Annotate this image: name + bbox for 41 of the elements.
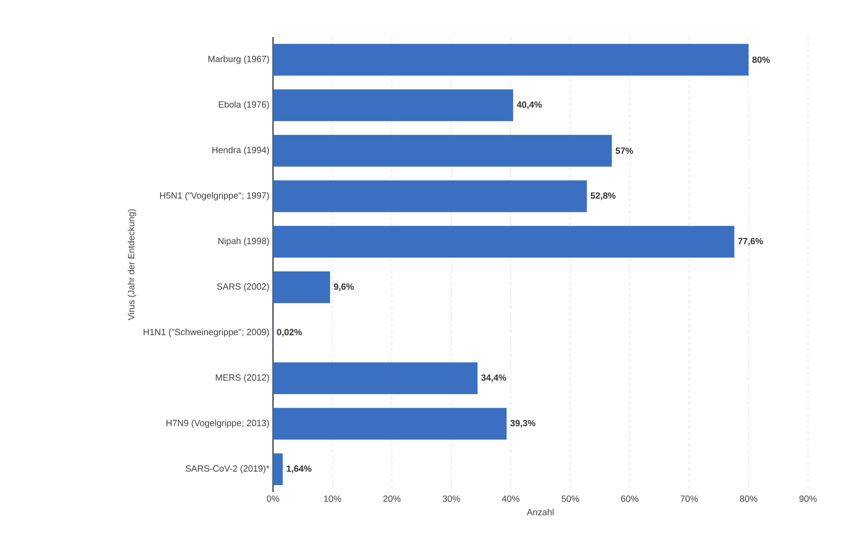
data-label: 34,4% [481, 374, 506, 382]
x-axis-title: Anzahl [526, 508, 554, 516]
data-label: 77,6% [738, 238, 763, 246]
x-tick-label: 90% [799, 496, 817, 502]
x-tick-label: 30% [442, 496, 460, 502]
y-tick-label: MERS (2012) [216, 374, 269, 382]
data-label: 80% [752, 56, 770, 63]
bar [273, 271, 330, 304]
bar [273, 134, 612, 167]
x-tick-label: 0% [266, 496, 280, 502]
bar [273, 362, 478, 394]
y-tick-label: Hendra (1994) [212, 146, 269, 155]
y-tick-label: Ebola (1976) [218, 101, 269, 110]
y-tick-label: SARS-CoV-2 (2019)* [186, 465, 270, 474]
y-tick-label: H1N1 ("Schweinegrippe"; 2009) [144, 328, 269, 337]
y-axis-title: Virus (Jahr der Entdeckung) [128, 209, 136, 320]
data-label: 57% [616, 148, 634, 154]
data-label: 9,6% [334, 283, 354, 292]
y-tick-label: SARS (2002) [217, 283, 269, 292]
y-tick-label: H7N9 (Vogelgrippe; 2013) [166, 420, 269, 428]
y-tick-label: Marburg (1967) [208, 56, 269, 64]
bar [273, 89, 514, 122]
x-tick-label: 80% [740, 496, 758, 502]
x-tick-label: 40% [502, 496, 520, 502]
bar [273, 226, 734, 258]
y-tick-label: H5N1 ("Vogelgrippe"; 1997) [160, 192, 269, 200]
y-tick-label: Nipah (1998) [218, 238, 269, 246]
x-tick-label: 10% [324, 496, 342, 502]
data-label: 40,4% [516, 101, 542, 110]
x-tick-label: 70% [680, 496, 698, 502]
data-label: 39,3% [510, 420, 536, 428]
data-label: 1,64% [286, 465, 312, 474]
x-tick-label: 60% [621, 496, 638, 502]
x-tick-label: 50% [562, 496, 579, 502]
bar [273, 180, 587, 212]
data-label: 0,02% [277, 328, 302, 337]
x-tick-label: 20% [383, 496, 401, 502]
bar [273, 44, 749, 76]
bar [273, 408, 507, 440]
bar [273, 453, 283, 486]
data-label: 52,8% [590, 192, 616, 200]
